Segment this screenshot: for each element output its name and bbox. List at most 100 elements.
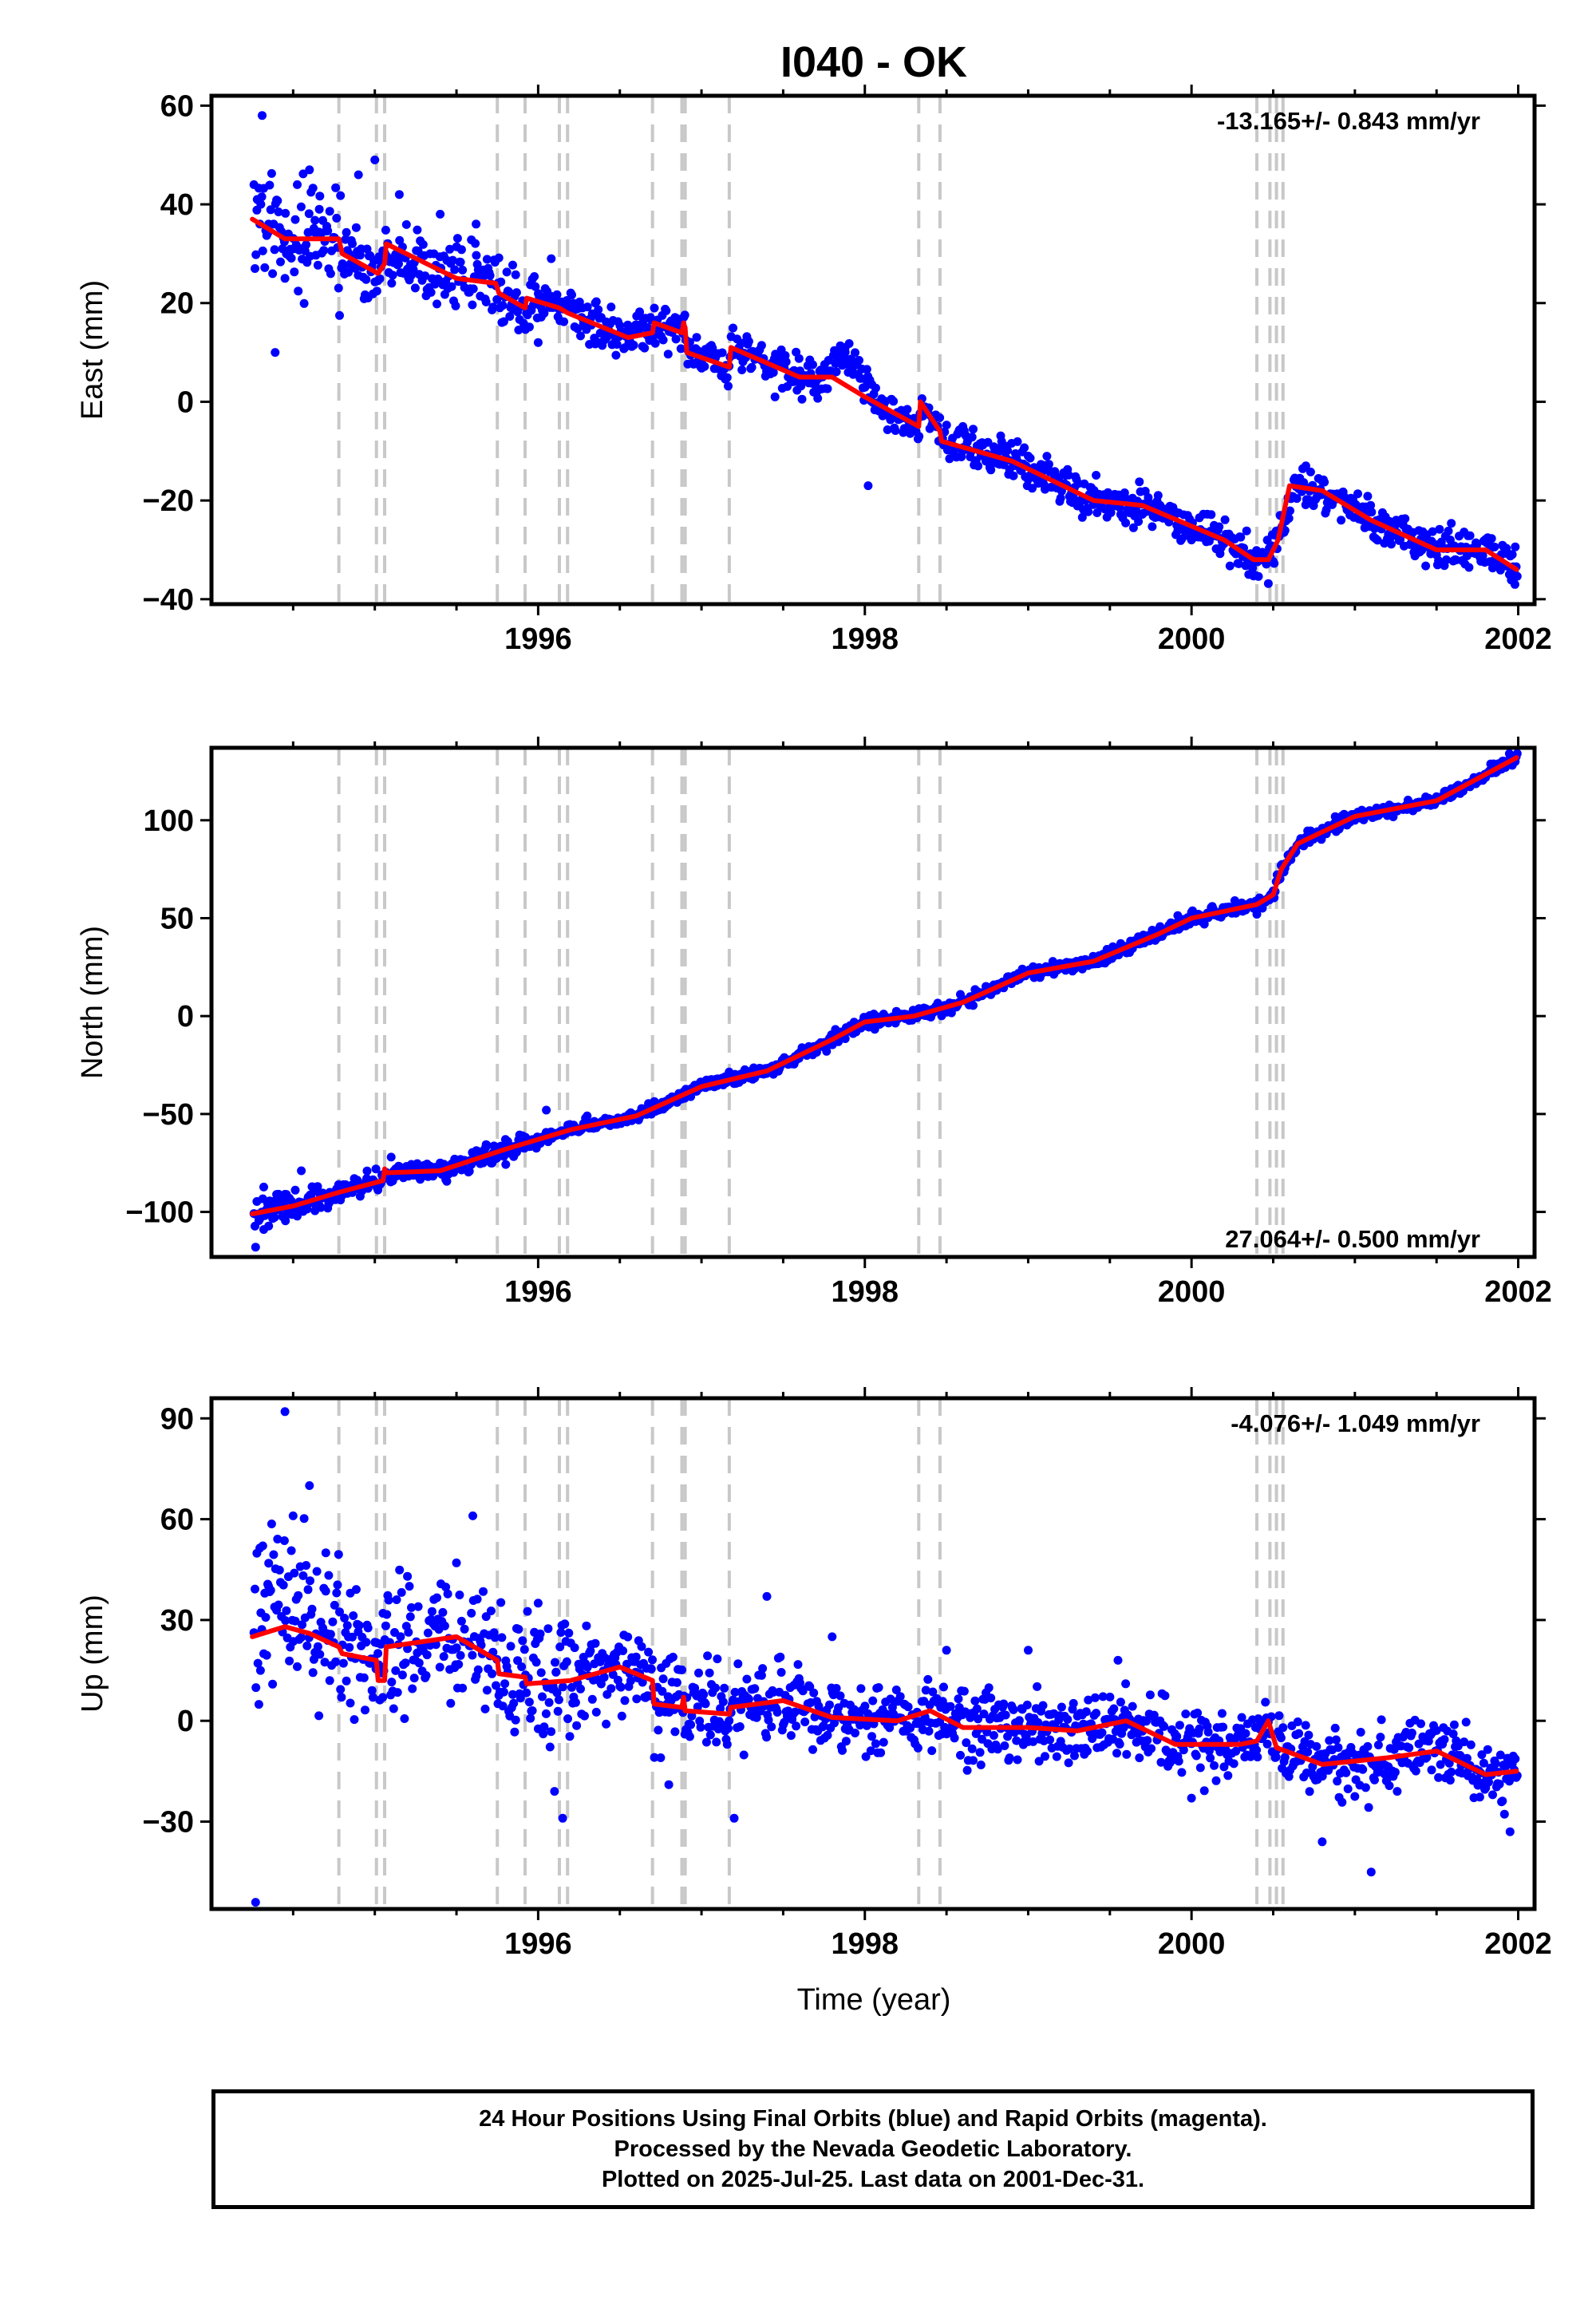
data-point (1115, 1740, 1124, 1749)
data-point (1022, 1700, 1032, 1709)
data-point (1466, 1740, 1476, 1749)
data-point (473, 1665, 483, 1674)
data-point (862, 365, 871, 374)
data-point (841, 1737, 851, 1746)
data-point (345, 1642, 354, 1652)
y-tick-label: −40 (143, 583, 194, 617)
data-point (672, 1678, 681, 1687)
data-point (1014, 1716, 1024, 1725)
north-model-line (250, 755, 1519, 1216)
data-point (828, 1632, 837, 1642)
data-point (640, 343, 650, 353)
data-point (535, 1629, 545, 1638)
up-panel: 1996 1998 2000 2002 −30 0 30 60 90 Up (mm) -4.076+… (76, 1387, 1552, 1961)
north-frame (209, 745, 1537, 1259)
data-point (1172, 1732, 1182, 1741)
data-point (274, 207, 283, 216)
data-point (1033, 1718, 1043, 1727)
data-point (967, 1744, 977, 1753)
data-point (722, 1740, 732, 1749)
data-point (924, 1726, 934, 1736)
data-point (362, 1166, 372, 1176)
data-point (510, 1727, 519, 1737)
data-point (730, 1687, 740, 1697)
data-point (656, 1753, 666, 1762)
data-point (258, 111, 267, 121)
data-point (517, 1662, 527, 1671)
caption-line-1: 24 Hour Positions Using Final Orbits (bl… (479, 2106, 1267, 2132)
data-point (433, 299, 441, 309)
data-point (1207, 510, 1216, 520)
x-tick-label: 2000 (1158, 1927, 1226, 1961)
data-point (502, 267, 512, 277)
caption-line-2: Processed by the Nevada Geodetic Laborat… (614, 2136, 1132, 2162)
data-point (650, 338, 660, 348)
data-point (712, 1737, 721, 1747)
data-point (851, 1729, 859, 1737)
data-point (885, 1723, 895, 1733)
data-point (792, 1721, 801, 1731)
data-point (421, 271, 430, 281)
data-point (395, 1565, 405, 1575)
data-point (433, 1593, 441, 1603)
data-point (744, 337, 753, 346)
data-point (1024, 452, 1033, 460)
data-point (559, 317, 569, 326)
data-point (1373, 536, 1382, 545)
data-point (1003, 446, 1013, 455)
data-point (1135, 477, 1144, 487)
data-point (599, 1673, 609, 1682)
data-point (1195, 1724, 1204, 1733)
data-point (305, 1481, 314, 1490)
data-point (342, 1621, 352, 1630)
data-point (290, 1568, 299, 1578)
data-point (573, 324, 583, 334)
data-point (591, 1638, 600, 1648)
data-point (490, 1633, 500, 1642)
data-point (798, 1686, 808, 1696)
data-point (1444, 1758, 1454, 1768)
x-tick-label: 1996 (504, 1927, 572, 1961)
data-point (386, 1152, 396, 1162)
data-point (594, 305, 603, 314)
data-point (722, 373, 732, 382)
data-point (279, 1580, 288, 1590)
data-point (400, 1714, 409, 1723)
data-point (776, 1668, 786, 1677)
data-point (654, 1725, 663, 1735)
data-point (781, 357, 791, 366)
y-tick-label: 60 (160, 89, 194, 123)
data-point (713, 1654, 722, 1664)
data-point (401, 1658, 410, 1668)
data-point (1343, 1784, 1353, 1793)
data-point (797, 394, 807, 404)
data-point (315, 1650, 325, 1659)
data-point (1278, 1723, 1288, 1733)
data-point (685, 1732, 694, 1741)
data-point (970, 1696, 980, 1705)
rate-annotation: 27.064+/- 0.500 mm/yr (1225, 1225, 1480, 1253)
data-point (280, 274, 290, 283)
data-point (1461, 1717, 1471, 1727)
data-point (1013, 437, 1022, 446)
data-point (1422, 1753, 1432, 1762)
data-point (737, 366, 747, 374)
data-point (334, 283, 343, 293)
data-point (344, 267, 354, 277)
data-point (1477, 1750, 1487, 1760)
data-point (565, 1732, 575, 1741)
data-point (939, 1682, 948, 1692)
data-point (1175, 1721, 1184, 1730)
data-point (1052, 1752, 1061, 1761)
data-point (1065, 1744, 1074, 1753)
data-point (972, 1704, 982, 1713)
data-point (372, 287, 381, 296)
data-point (1292, 494, 1302, 504)
data-point (531, 282, 540, 291)
data-point (481, 297, 491, 306)
data-point (488, 302, 498, 312)
data-point (1092, 1709, 1101, 1718)
data-point (962, 1765, 972, 1775)
data-point (334, 1550, 343, 1559)
north-points (249, 749, 1522, 1252)
